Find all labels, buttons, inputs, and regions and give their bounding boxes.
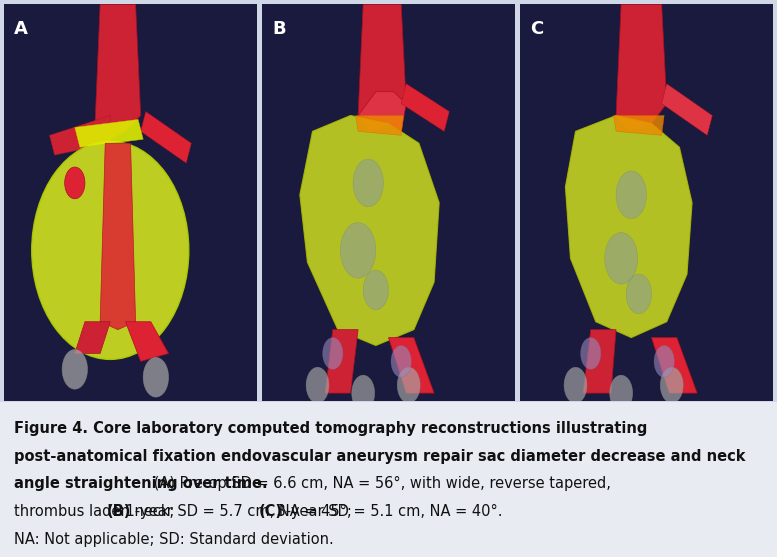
Polygon shape [141, 111, 191, 163]
Polygon shape [652, 338, 697, 393]
Circle shape [660, 367, 683, 403]
Polygon shape [358, 92, 406, 131]
Text: thrombus laden neck;: thrombus laden neck; [14, 504, 179, 519]
Text: B: B [272, 20, 286, 38]
Circle shape [363, 270, 388, 310]
Circle shape [64, 167, 85, 199]
Circle shape [616, 171, 646, 218]
Polygon shape [616, 4, 667, 131]
Ellipse shape [32, 141, 189, 359]
Polygon shape [50, 115, 110, 155]
Circle shape [340, 223, 376, 278]
Circle shape [564, 367, 587, 403]
Circle shape [322, 338, 343, 369]
Polygon shape [356, 115, 404, 135]
Polygon shape [401, 84, 449, 131]
Polygon shape [125, 322, 169, 361]
Text: post-anatomical fixation endovascular aneurysm repair sac diameter decrease and : post-anatomical fixation endovascular an… [14, 448, 745, 463]
Circle shape [626, 274, 652, 314]
Polygon shape [566, 115, 692, 338]
Polygon shape [583, 330, 616, 393]
Circle shape [610, 375, 632, 411]
Text: Figure 4. Core laboratory computed tomography reconstructions illustrating: Figure 4. Core laboratory computed tomog… [14, 421, 647, 436]
Polygon shape [100, 143, 136, 330]
Text: (A) Pre-op SD = 6.6 cm, NA = 56°, with wide, reverse tapered,: (A) Pre-op SD = 6.6 cm, NA = 56°, with w… [149, 476, 611, 491]
Polygon shape [75, 322, 110, 354]
Polygon shape [614, 115, 664, 135]
Circle shape [352, 375, 375, 411]
Circle shape [605, 232, 638, 284]
Text: (B): (B) [107, 504, 131, 519]
Polygon shape [662, 84, 713, 135]
Polygon shape [326, 330, 358, 393]
Circle shape [397, 367, 420, 403]
Polygon shape [95, 4, 141, 139]
Text: C: C [530, 20, 543, 38]
Text: 1-year SD = 5.7 cm, NA = 45°;: 1-year SD = 5.7 cm, NA = 45°; [121, 504, 357, 519]
Circle shape [143, 358, 169, 397]
Text: (C): (C) [258, 504, 282, 519]
Polygon shape [75, 119, 143, 147]
Circle shape [306, 367, 329, 403]
Circle shape [654, 345, 674, 377]
Text: NA: Not applicable; SD: Standard deviation.: NA: Not applicable; SD: Standard deviati… [14, 532, 334, 547]
Polygon shape [358, 4, 406, 131]
Circle shape [353, 159, 383, 207]
Polygon shape [388, 338, 434, 393]
Text: 3-year SD = 5.1 cm, NA = 40°.: 3-year SD = 5.1 cm, NA = 40°. [272, 504, 503, 519]
Text: angle straightening over time.: angle straightening over time. [14, 476, 267, 491]
Circle shape [580, 338, 601, 369]
Polygon shape [300, 115, 439, 345]
Text: A: A [14, 20, 28, 38]
Circle shape [391, 345, 411, 377]
Circle shape [62, 349, 88, 389]
